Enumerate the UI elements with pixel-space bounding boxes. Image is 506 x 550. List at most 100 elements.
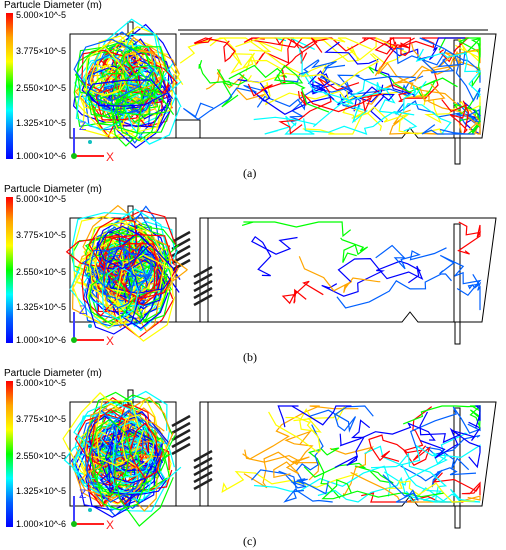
streamline [85, 437, 136, 518]
streamline [88, 221, 166, 307]
axis-z-label: Z [79, 119, 86, 133]
streamline [467, 273, 482, 311]
streamline [425, 434, 481, 471]
tank-outline [69, 21, 497, 165]
legend-tick: 3.775×10^-5 [16, 230, 67, 240]
streamline [307, 447, 341, 499]
streamline [340, 237, 369, 263]
inclined-plate [171, 442, 191, 456]
streamline [324, 41, 416, 98]
streamline [419, 427, 481, 469]
streamline [336, 273, 452, 309]
streamline [73, 38, 155, 102]
axis-x-label: X [106, 334, 114, 348]
legend-tick: 1.325×10^-5 [16, 302, 67, 312]
streamline [321, 479, 444, 500]
streamline [88, 418, 133, 497]
streamline [405, 95, 481, 134]
axis-triad [71, 496, 104, 527]
streamline [121, 414, 157, 469]
streamline [368, 434, 421, 462]
streamline [386, 480, 475, 503]
colorbar [6, 197, 13, 343]
inclined-plate [171, 428, 191, 442]
streamline [385, 37, 465, 61]
streamline [334, 419, 371, 469]
colorbar [6, 381, 13, 527]
streamline [102, 246, 136, 309]
streamline [432, 472, 481, 496]
streamline [319, 64, 416, 91]
legend-title: Partucle Diameter (m) [4, 184, 102, 195]
streamline [101, 258, 138, 313]
streamline [379, 37, 412, 69]
streamline [85, 257, 141, 335]
streamline [244, 449, 300, 479]
streamline [307, 70, 335, 101]
streamlines [72, 18, 482, 149]
streamline [183, 84, 266, 121]
legend-tick: 1.000×10^-6 [16, 335, 67, 345]
streamline [104, 254, 180, 330]
streamline [101, 265, 139, 321]
streamline [136, 64, 164, 95]
streamline [98, 225, 151, 270]
streamline [321, 260, 421, 297]
streamline [86, 79, 168, 107]
legend-tick: 5.000×10^-5 [16, 10, 67, 20]
streamline [419, 51, 466, 74]
streamline [302, 111, 382, 135]
axis-triad [71, 128, 104, 159]
streamline [116, 231, 164, 303]
streamline [439, 254, 482, 296]
streamline [293, 405, 346, 433]
streamline [382, 474, 419, 503]
inclined-plate [193, 293, 213, 307]
streamline [337, 257, 424, 284]
streamline [179, 37, 257, 66]
inclined-plate [193, 286, 213, 300]
streamline [122, 418, 168, 471]
streamline [88, 217, 142, 278]
axis-z-label: Z [79, 487, 86, 501]
streamline [74, 42, 155, 107]
inclined-plate [193, 449, 213, 463]
inclined-plate [171, 414, 191, 428]
streamline [277, 405, 352, 428]
streamlines [65, 204, 482, 342]
streamline [112, 65, 159, 94]
streamline [474, 405, 481, 429]
streamline [93, 92, 133, 126]
panel-a: Partucle Diameter (m) 5.000×10^-5 3.775×… [0, 0, 506, 180]
streamline [405, 488, 481, 503]
streamline [98, 234, 179, 300]
inclined-plate [193, 265, 213, 279]
legend-tick: 1.325×10^-5 [16, 118, 67, 128]
panel-label-b: (b) [243, 350, 257, 364]
legend-tick: 5.000×10^-5 [16, 194, 67, 204]
streamline [112, 92, 175, 134]
inclined-plate [193, 272, 213, 286]
streamline [345, 75, 424, 97]
streamline [402, 405, 481, 425]
streamline [115, 46, 168, 106]
streamline [242, 405, 359, 460]
streamline [115, 253, 176, 342]
streamline [85, 45, 130, 97]
streamline [304, 76, 390, 105]
legend-tick: 2.550×10^-5 [16, 267, 67, 277]
streamline [130, 447, 160, 512]
streamline [96, 221, 144, 270]
streamline [364, 445, 448, 503]
streamline [260, 82, 350, 106]
streamline [409, 406, 481, 454]
streamline [81, 49, 135, 93]
streamline [350, 471, 481, 503]
streamline [297, 91, 383, 113]
streamline [375, 244, 447, 270]
panel-b: Partucle Diameter (m) 5.000×10^-5 3.775×… [0, 184, 506, 364]
streamline [280, 59, 346, 83]
streamline [441, 99, 470, 135]
tank-streamlines-c: Z X [62, 389, 497, 532]
streamline [264, 115, 315, 135]
